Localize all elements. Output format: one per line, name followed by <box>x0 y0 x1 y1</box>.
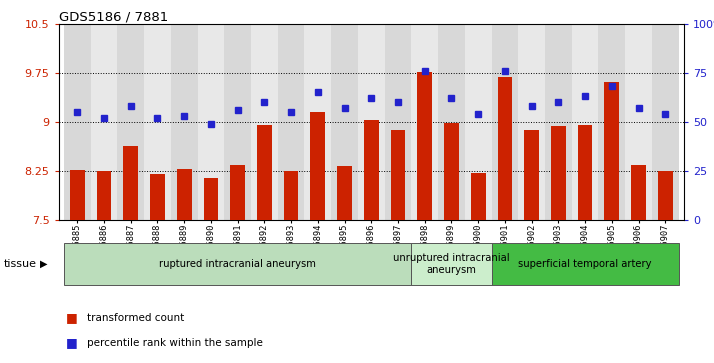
Bar <box>198 24 224 220</box>
Bar <box>551 126 565 220</box>
Bar <box>364 120 378 220</box>
Bar <box>311 112 325 220</box>
Bar <box>524 130 539 220</box>
Text: ▶: ▶ <box>40 259 48 269</box>
Bar <box>177 169 191 220</box>
Bar <box>283 171 298 220</box>
Text: unruptured intracranial
aneurysm: unruptured intracranial aneurysm <box>393 253 510 275</box>
Bar <box>518 24 545 220</box>
Bar <box>257 125 272 220</box>
Bar <box>471 172 486 220</box>
Bar <box>444 123 459 220</box>
Text: percentile rank within the sample: percentile rank within the sample <box>87 338 263 348</box>
Bar <box>251 24 278 220</box>
Text: superficial temporal artery: superficial temporal artery <box>518 259 652 269</box>
Bar <box>96 171 111 220</box>
Bar <box>304 24 331 220</box>
Bar <box>391 130 406 220</box>
Bar <box>64 24 91 220</box>
Bar <box>625 24 652 220</box>
Bar <box>385 24 411 220</box>
Text: ruptured intracranial aneurysm: ruptured intracranial aneurysm <box>159 259 316 269</box>
Bar <box>631 166 646 220</box>
Bar <box>124 146 138 220</box>
Bar <box>91 24 117 220</box>
Bar <box>358 24 385 220</box>
Bar <box>438 24 465 220</box>
Bar <box>545 24 572 220</box>
Bar <box>498 77 512 220</box>
Bar <box>337 166 352 220</box>
Bar <box>572 24 598 220</box>
Bar <box>117 24 144 220</box>
Bar <box>411 24 438 220</box>
Bar <box>578 125 593 220</box>
Text: tissue: tissue <box>4 259 36 269</box>
Bar <box>171 24 198 220</box>
Bar <box>465 24 491 220</box>
Bar <box>658 171 673 220</box>
Bar <box>652 24 679 220</box>
Text: ■: ■ <box>66 337 77 350</box>
Bar <box>598 24 625 220</box>
Bar <box>331 24 358 220</box>
Bar <box>278 24 304 220</box>
Bar <box>605 82 619 220</box>
Text: ■: ■ <box>66 311 77 324</box>
Bar <box>144 24 171 220</box>
Bar <box>203 179 218 220</box>
Bar <box>231 166 245 220</box>
Bar <box>150 174 165 220</box>
Bar <box>491 24 518 220</box>
Text: GDS5186 / 7881: GDS5186 / 7881 <box>59 11 168 24</box>
Bar <box>70 170 84 220</box>
Bar <box>224 24 251 220</box>
Bar <box>418 72 432 220</box>
Text: transformed count: transformed count <box>87 313 184 323</box>
